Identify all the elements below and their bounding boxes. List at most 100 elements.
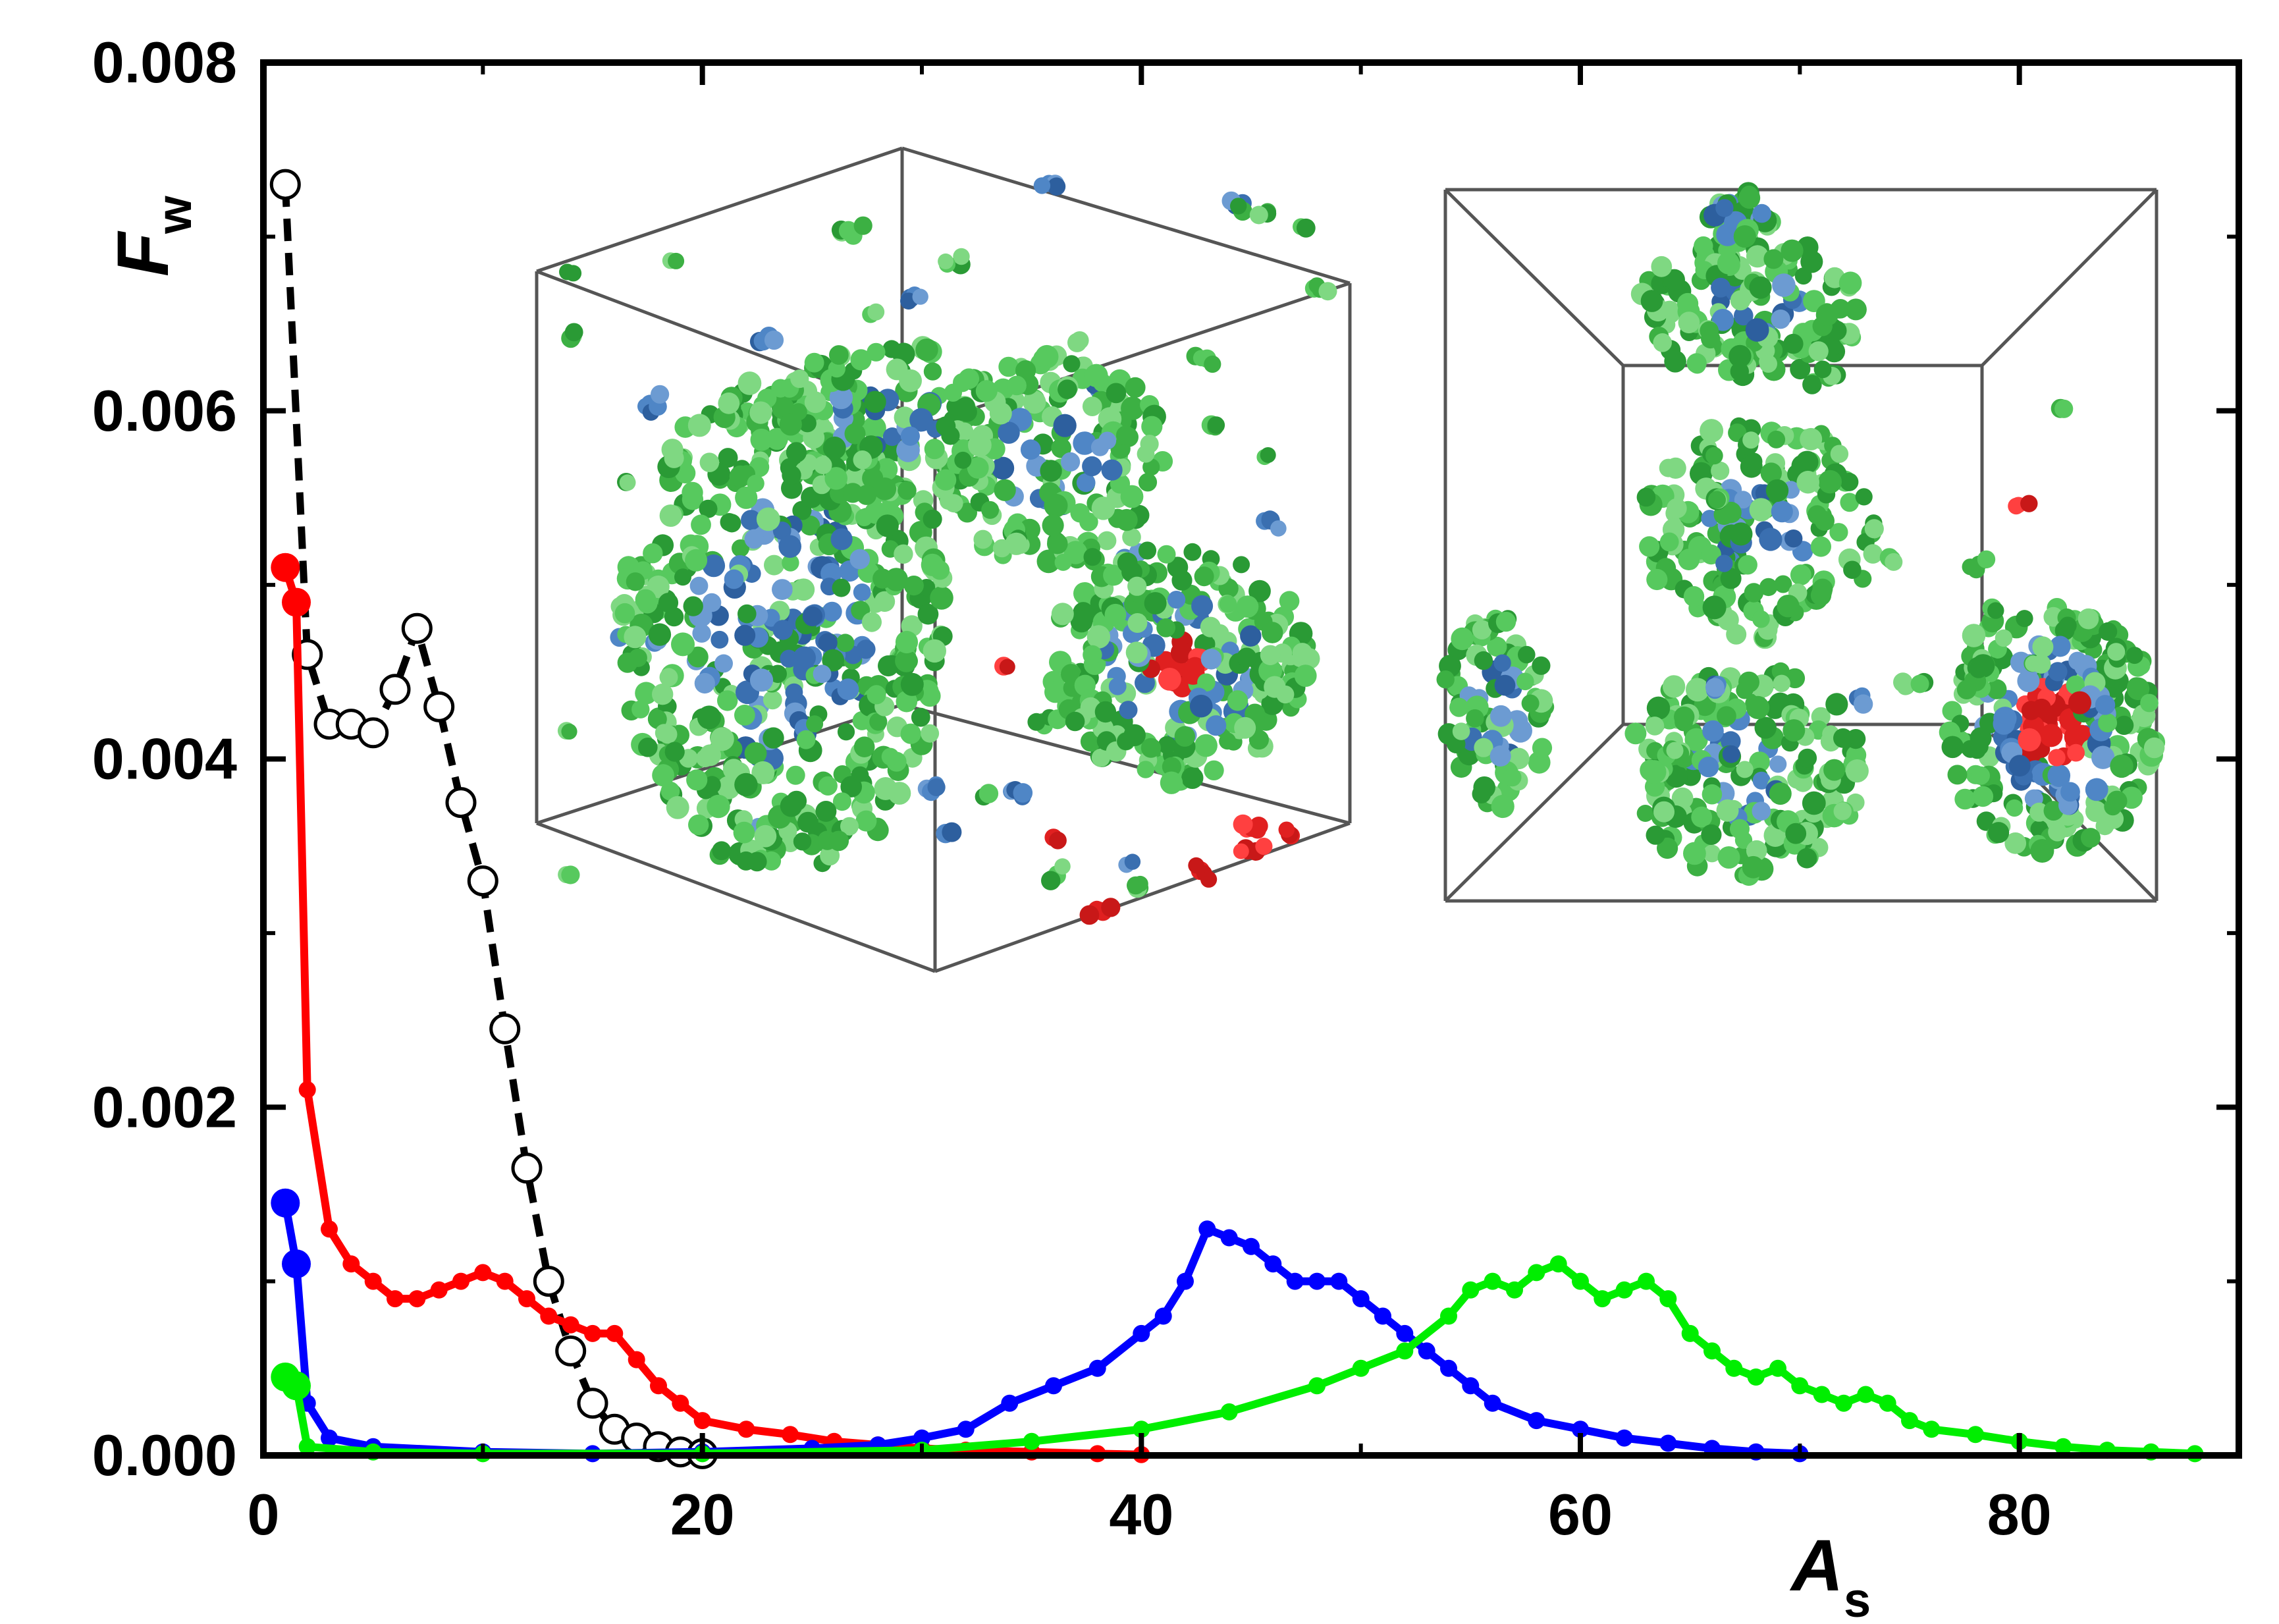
data-point [430,1281,448,1299]
bead [1771,310,1790,329]
bead [1962,624,1986,647]
bead [1657,837,1678,859]
bead [2080,828,2101,848]
bead [900,672,924,696]
bead [751,761,775,784]
x-tick-label: 40 [1109,1482,1173,1547]
data-point [1154,1307,1172,1325]
bead [1702,595,1727,620]
bead [561,723,577,740]
bead [797,811,818,833]
bead [1318,282,1337,301]
bead [1125,641,1148,664]
bead [711,630,729,649]
bead [2095,695,2116,715]
bead [1941,736,1964,759]
bead [1838,271,1862,295]
bead [699,452,720,472]
data-point [533,1266,564,1297]
bead [979,784,999,803]
bead [1720,568,1742,589]
bead [1653,801,1675,823]
bead [898,481,917,500]
bead [1162,757,1181,776]
box-edge [536,146,903,273]
bead [1033,177,1051,194]
bead [1249,817,1268,836]
bead [967,457,989,479]
data-point [518,1290,535,1308]
bead [830,528,853,551]
bead [998,421,1020,444]
bead [2067,744,2085,762]
data-point [269,169,301,200]
data-point [1901,1412,1918,1430]
bead [1752,203,1771,223]
bead [792,578,815,601]
bead [1717,706,1736,726]
bead [2004,832,2027,854]
data-point [1418,1342,1435,1360]
bead [1808,341,1829,362]
bead [1047,533,1068,555]
bead [1674,706,1695,728]
bead [741,510,761,531]
bead [1659,532,1679,552]
bead [1642,760,1667,784]
bead [2043,607,2064,627]
bead [1765,479,1789,502]
bead [1639,536,1660,557]
bead [804,391,826,414]
bead [1825,693,1848,716]
bead [1711,461,1730,481]
bead [2091,745,2115,769]
data-point [1177,1272,1194,1290]
data-point [1352,1290,1370,1308]
bead [643,543,663,564]
bead [1734,306,1754,326]
bead [864,391,886,413]
bead [2054,399,2074,418]
bead [1495,611,1516,632]
bead [1759,354,1777,373]
series-line [281,566,1142,1459]
bead [1073,431,1096,455]
bead [824,467,847,490]
bead [703,776,721,794]
bead [1158,668,1181,691]
bead [1624,722,1647,745]
bead [1015,360,1036,381]
bead [1742,431,1760,449]
bead [919,685,941,707]
bead [2085,778,2108,801]
data-point [913,1429,930,1447]
data-point [1484,1394,1501,1412]
bead [1738,555,1757,575]
bead [635,589,657,610]
bead [1746,245,1769,268]
bead [872,568,893,589]
bead [1970,738,1989,756]
data-point [1549,1255,1567,1273]
data-point [1001,1394,1019,1412]
bead [1703,844,1721,863]
bead [1041,871,1061,890]
bead [683,596,703,616]
data-point [1220,1229,1238,1247]
data-point [282,1249,311,1279]
bead [912,288,928,305]
bead [1833,728,1853,748]
bead [1260,447,1276,463]
bead [1027,713,1046,731]
bead [1711,309,1734,331]
bead [1451,627,1474,651]
bead [1200,649,1222,670]
bead [837,678,859,701]
bead [652,684,674,705]
bead [635,682,658,705]
bead [1993,713,2015,735]
bead [957,402,977,422]
bead [1115,508,1138,531]
bead [1645,717,1665,736]
bead [1910,674,1929,693]
